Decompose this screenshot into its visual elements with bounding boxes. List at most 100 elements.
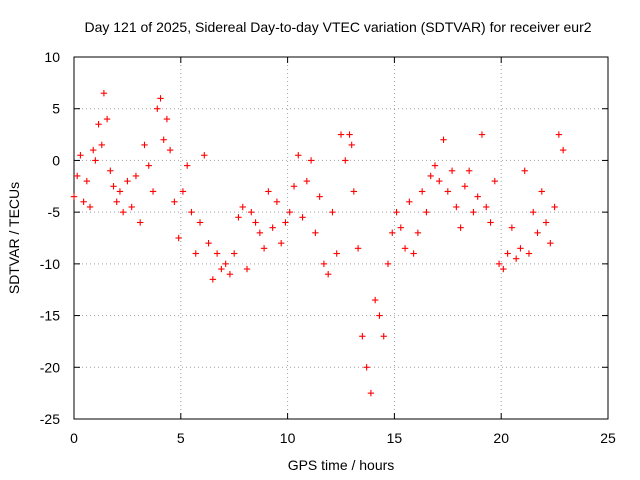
data-point — [414, 229, 422, 237]
data-point — [70, 193, 78, 200]
data-point — [530, 208, 537, 216]
data-point — [440, 136, 447, 143]
data-point — [376, 312, 383, 319]
data-point — [299, 214, 306, 221]
data-point — [348, 141, 355, 149]
data-point — [277, 239, 285, 247]
data-point — [542, 219, 550, 226]
data-point — [80, 198, 87, 205]
data-point — [124, 177, 131, 185]
data-point — [218, 265, 225, 273]
data-point — [555, 131, 563, 138]
data-point — [427, 172, 434, 180]
data-point — [184, 162, 191, 169]
data-point — [137, 219, 144, 226]
data-point — [303, 177, 311, 185]
x-tick-label: 15 — [387, 430, 403, 446]
data-point — [128, 203, 135, 211]
data-point — [205, 239, 212, 247]
data-point — [256, 229, 264, 237]
data-point — [95, 121, 102, 128]
data-point — [252, 219, 259, 226]
data-point — [163, 115, 171, 123]
data-point — [119, 208, 127, 216]
data-point — [201, 152, 208, 159]
data-point — [431, 162, 439, 169]
data-point — [478, 131, 486, 138]
data-point — [110, 183, 117, 190]
data-point — [363, 364, 370, 371]
y-tick-label: 10 — [44, 49, 60, 65]
data-point — [337, 131, 345, 138]
data-point — [483, 203, 490, 211]
x-tick-label: 20 — [493, 430, 509, 446]
data-point — [316, 193, 323, 200]
data-point — [350, 188, 358, 195]
data-point — [77, 152, 84, 159]
data-point — [103, 115, 111, 123]
data-point — [213, 250, 221, 257]
data-point — [141, 141, 148, 149]
data-point — [269, 224, 276, 231]
data-point — [448, 167, 456, 174]
data-point — [333, 250, 340, 257]
y-tick-label: -10 — [40, 256, 60, 272]
data-point — [342, 157, 349, 164]
data-point — [538, 188, 545, 195]
data-point — [346, 131, 353, 138]
data-point — [470, 208, 477, 216]
x-axis-label: GPS time / hours — [288, 457, 395, 473]
x-axis: 0 5 10 15 20 25 — [70, 57, 616, 446]
data-point — [74, 172, 81, 180]
data-point — [83, 177, 91, 185]
data-point — [397, 224, 405, 231]
data-point — [154, 105, 161, 112]
data-point — [491, 177, 498, 185]
data-point — [517, 245, 524, 252]
data-point — [132, 172, 140, 180]
data-point — [495, 260, 503, 268]
data-point — [367, 389, 375, 397]
data-point — [239, 203, 246, 211]
data-point — [231, 250, 238, 257]
x-tick-label: 5 — [177, 430, 185, 446]
y-tick-label: -25 — [40, 411, 60, 427]
data-point — [508, 224, 516, 231]
data-point — [329, 208, 336, 216]
y-tick-label: 0 — [52, 152, 60, 168]
data-point — [559, 146, 567, 154]
data-point — [235, 214, 242, 221]
data-point — [551, 203, 558, 211]
data-series — [70, 90, 567, 397]
data-point — [113, 198, 120, 205]
data-point — [149, 188, 157, 195]
data-point — [282, 219, 289, 226]
data-point — [196, 219, 204, 226]
data-point — [401, 245, 409, 252]
data-point — [307, 157, 315, 164]
data-point — [92, 157, 99, 164]
data-point — [444, 188, 451, 195]
data-point — [192, 250, 199, 257]
data-point — [406, 198, 413, 205]
y-tick-label: -15 — [40, 308, 60, 324]
data-point — [175, 234, 182, 242]
data-point — [525, 250, 533, 257]
data-point — [98, 141, 105, 149]
data-point — [389, 229, 396, 237]
data-point — [107, 167, 114, 174]
data-point — [380, 333, 387, 340]
data-point — [512, 255, 520, 262]
data-point — [504, 250, 511, 257]
data-point — [260, 245, 268, 252]
data-point — [384, 260, 392, 268]
data-point — [487, 219, 494, 226]
data-point — [90, 146, 97, 154]
data-point — [222, 260, 229, 268]
data-point — [273, 198, 281, 205]
data-point — [312, 229, 319, 237]
data-point — [457, 224, 464, 231]
data-point — [320, 260, 328, 268]
data-point — [324, 271, 332, 278]
